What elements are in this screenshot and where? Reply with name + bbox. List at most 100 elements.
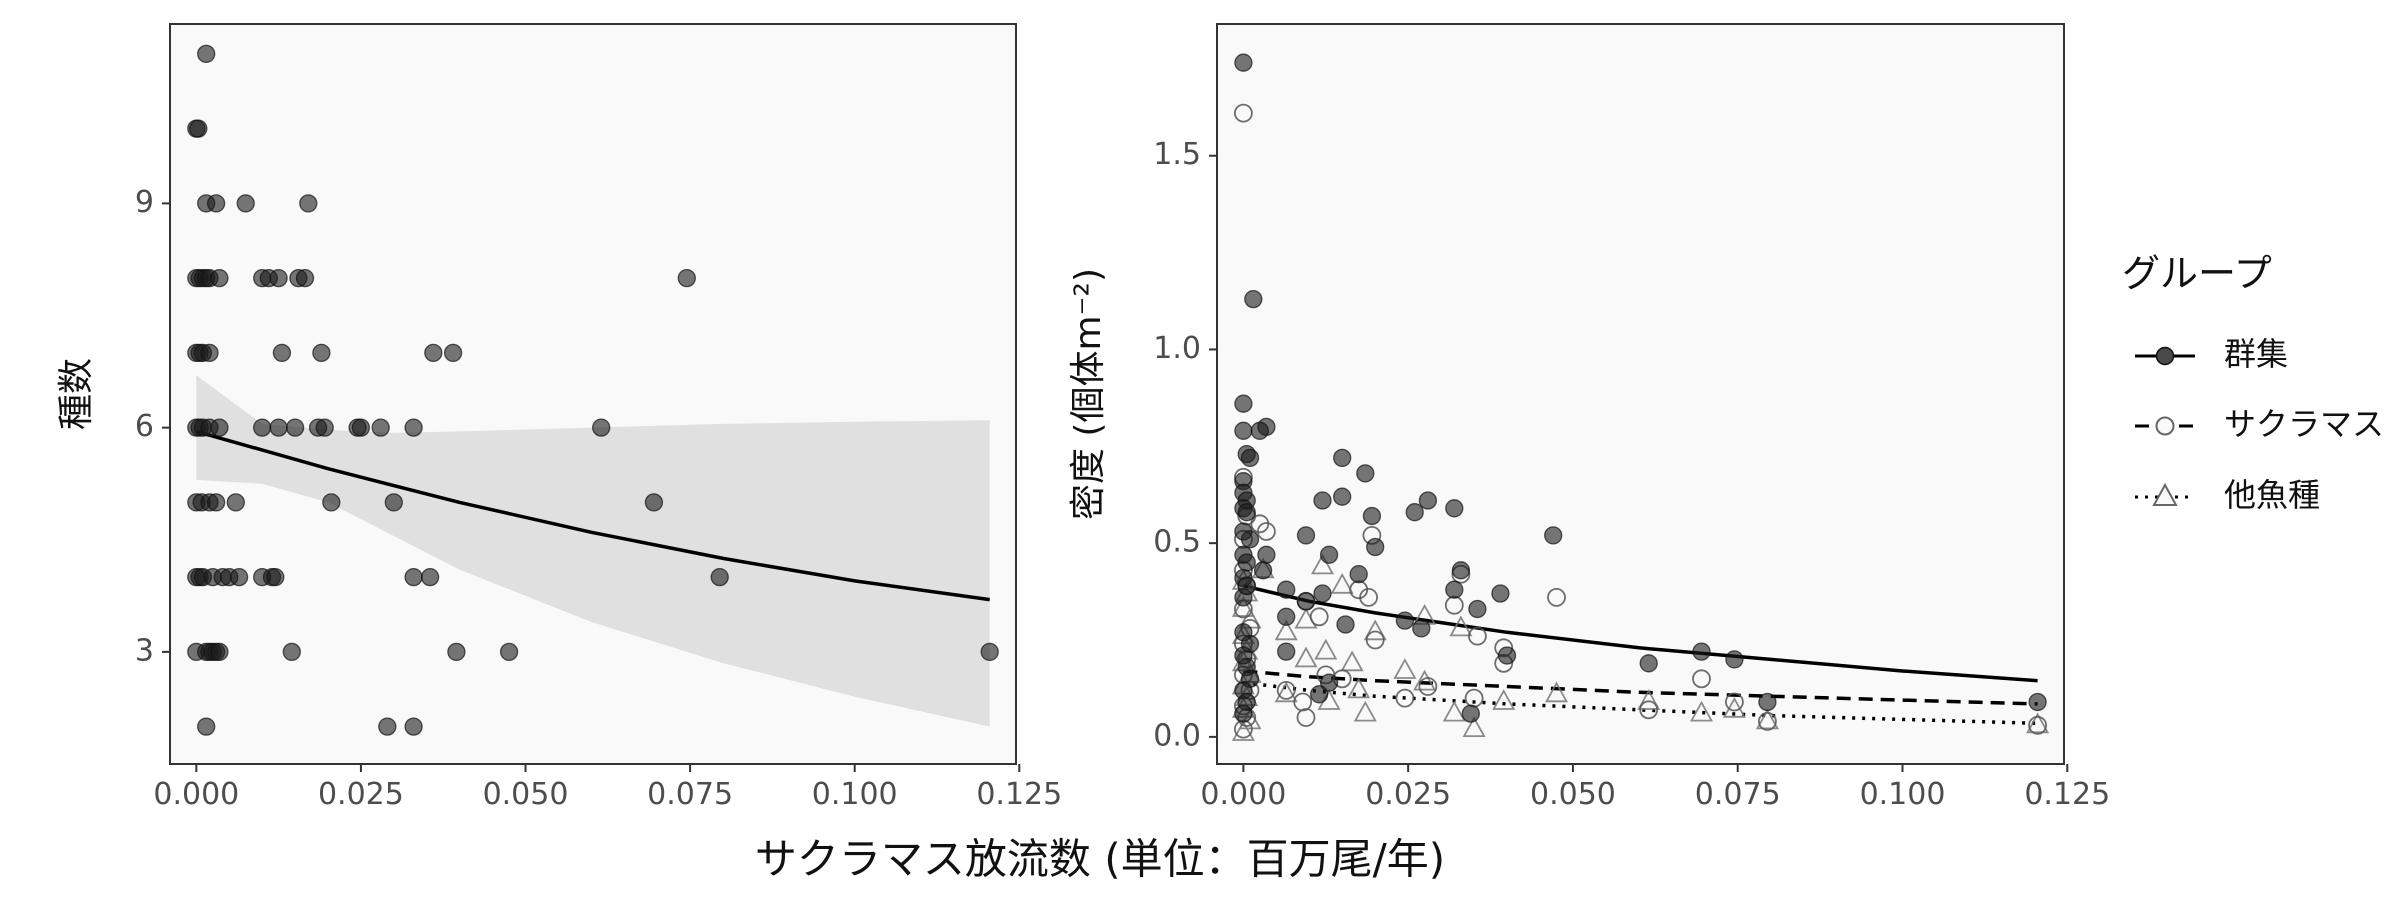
data-point xyxy=(299,194,318,213)
data-point-community xyxy=(1491,584,1510,603)
y-tick-label: 3 xyxy=(135,633,154,668)
y-tick-label: 1.0 xyxy=(1153,331,1201,366)
left-points xyxy=(187,44,999,736)
x-tick-label: 0.025 xyxy=(1365,777,1451,812)
data-point-salmon xyxy=(1359,588,1378,607)
data-point-community xyxy=(1244,289,1263,309)
data-point-community xyxy=(1234,421,1253,440)
left-x-ticks: 0.000 0.025 0.050 0.075 0.100 0.125 xyxy=(153,764,1062,812)
x-tick-label: 0.000 xyxy=(1200,777,1286,812)
y-tick-label: 0.5 xyxy=(1153,525,1201,560)
fit-line-solid xyxy=(1242,584,2038,683)
data-point-salmon xyxy=(1468,626,1487,646)
data-point-other-fish xyxy=(1462,716,1486,737)
data-point-other-fish xyxy=(1231,720,1255,741)
data-point-other-fish xyxy=(1363,619,1387,641)
y-tick-label: 6 xyxy=(135,409,154,444)
data-point-community xyxy=(1277,580,1296,599)
data-point-community xyxy=(1234,53,1253,72)
x-tick-label: 0.025 xyxy=(318,777,404,812)
left-y-axis-label: 種数 xyxy=(56,358,97,430)
data-point-community xyxy=(1366,537,1385,557)
data-point-community xyxy=(1336,615,1355,634)
data-point-other-fish xyxy=(1314,638,1338,660)
data-point-community xyxy=(1349,565,1368,584)
data-point xyxy=(210,268,229,288)
data-point-community xyxy=(1468,599,1487,619)
right-plot-background xyxy=(1216,23,2065,765)
data-point-other-fish xyxy=(1353,700,1377,722)
data-point-community xyxy=(1356,464,1375,483)
data-point-community xyxy=(1240,448,1260,468)
data-point-salmon xyxy=(1725,692,1744,712)
y-tick-label: 9 xyxy=(135,185,154,220)
data-point xyxy=(351,418,371,437)
data-point-community xyxy=(1333,448,1352,468)
left-y-ticks: 3 6 9 xyxy=(135,185,170,668)
data-point xyxy=(980,642,999,662)
data-point-community xyxy=(2028,692,2047,712)
data-point-salmon xyxy=(1418,677,1438,696)
data-point-salmon xyxy=(2028,715,2047,735)
data-point xyxy=(592,418,611,437)
data-point-community xyxy=(1257,545,1276,564)
data-point-salmon xyxy=(1395,688,1415,708)
data-point-community xyxy=(1405,503,1424,522)
y-tick-label: 0.0 xyxy=(1153,718,1201,753)
data-point-community xyxy=(1296,526,1316,545)
data-point-community xyxy=(1240,530,1260,549)
data-point xyxy=(315,418,334,437)
data-point xyxy=(206,493,226,512)
right-fit-lines xyxy=(1242,584,2038,726)
data-point-other-fish xyxy=(1689,700,1714,722)
data-point-community xyxy=(1234,704,1253,723)
data-point xyxy=(236,194,255,213)
data-point-salmon xyxy=(1639,700,1659,720)
left-confidence-band xyxy=(196,375,990,727)
data-point xyxy=(420,567,440,587)
legend-label-other-fish: 他魚種 xyxy=(2224,476,2320,514)
left-panel: 0.000 0.025 0.050 0.075 0.100 0.125 3 6 9 種数 xyxy=(56,23,1062,812)
legend: グループ 群集 サクラマス 他魚種 xyxy=(2122,252,2384,515)
data-point-other-fish xyxy=(1231,596,1255,617)
data-point-salmon xyxy=(1276,681,1296,700)
data-point xyxy=(272,343,292,363)
fit-line-dotted xyxy=(1243,680,2038,726)
data-point-community xyxy=(1310,685,1329,704)
legend-label-community: 群集 xyxy=(2224,335,2288,373)
data-point-other-fish xyxy=(1330,572,1354,594)
data-point-community xyxy=(1319,673,1339,692)
data-point-salmon xyxy=(1309,607,1329,627)
confidence-band xyxy=(196,375,990,727)
data-point-salmon xyxy=(1758,712,1777,731)
right-panel: 0.000 0.025 0.050 0.075 0.100 0.125 0.0 0.5 1.0… xyxy=(1068,23,2110,812)
data-point-community xyxy=(1497,646,1517,665)
data-point-other-fish xyxy=(1442,700,1466,722)
data-point xyxy=(197,717,216,736)
x-tick-label: 0.075 xyxy=(647,777,733,812)
legend-label-salmon: サクラマス xyxy=(2224,405,2384,443)
data-point-other-fish xyxy=(1544,681,1569,703)
legend-item-salmon: サクラマス xyxy=(2135,405,2384,443)
data-point-community xyxy=(1639,654,1658,673)
fit-line-dashed xyxy=(1243,669,2038,706)
data-point-community xyxy=(1461,704,1480,723)
data-point xyxy=(384,493,403,512)
data-point xyxy=(404,717,423,736)
data-point xyxy=(197,44,216,64)
data-point-community xyxy=(1237,553,1256,572)
data-point-other-fish xyxy=(1274,619,1298,641)
data-point-community xyxy=(1250,421,1269,440)
data-point xyxy=(200,343,219,363)
x-tick-label: 0.075 xyxy=(1695,777,1781,812)
data-point-salmon xyxy=(1293,692,1313,712)
data-point xyxy=(285,418,305,437)
x-tick-label: 0.100 xyxy=(812,777,898,812)
right-y-axis-label: 密度 (個体m⁻²) xyxy=(1068,268,1109,520)
legend-title: グループ xyxy=(2122,252,2272,296)
data-point xyxy=(229,567,249,587)
data-point xyxy=(282,642,301,662)
data-point-community xyxy=(1451,561,1471,580)
data-point-other-fish xyxy=(1294,646,1318,668)
